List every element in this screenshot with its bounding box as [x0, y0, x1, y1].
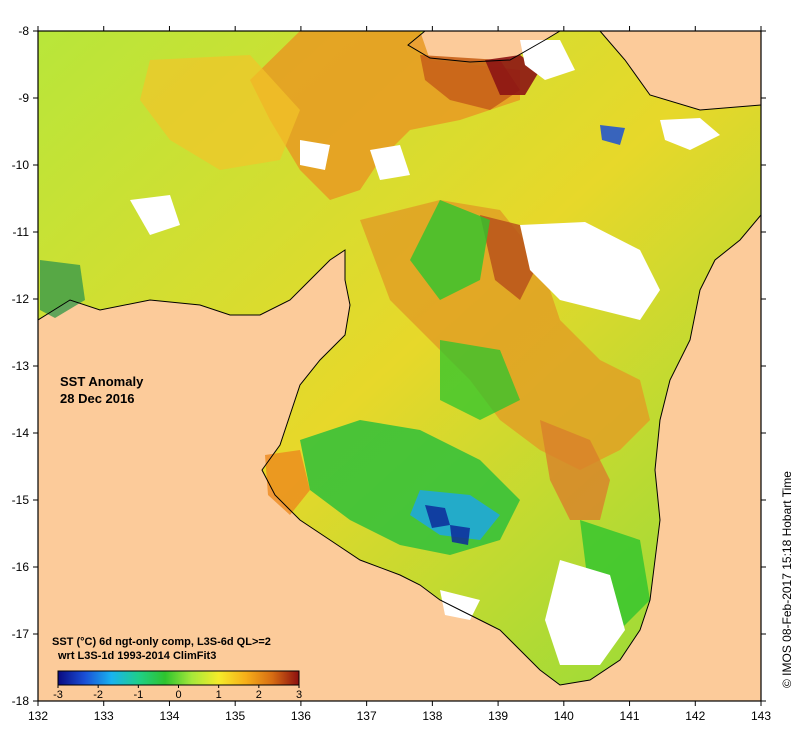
- latitude-tick-label: -11: [13, 225, 30, 239]
- latitude-tick-label: -10: [12, 158, 30, 172]
- longitude-tick-label: 132: [28, 709, 48, 723]
- latitude-tick-label: -14: [12, 426, 30, 440]
- warm-anomaly-patch: [265, 450, 310, 515]
- no-data-gap: [300, 140, 330, 170]
- latitude-tick-label: -18: [12, 694, 30, 708]
- cool-anomaly-patch: [40, 260, 85, 318]
- latitude-tick-label: -16: [12, 560, 30, 574]
- climatology-info: wrt L3S-1d 1993-2014 ClimFit3: [57, 650, 216, 662]
- coastline: [599, 31, 761, 111]
- warm-anomaly-patch: [140, 55, 300, 170]
- longitude-tick-label: 137: [357, 709, 377, 723]
- longitude-tick-label: 143: [751, 709, 771, 723]
- cool-anomaly-patch: [450, 525, 470, 545]
- warm-anomaly-patch: [540, 420, 610, 520]
- longitude-tick-label: 142: [685, 709, 705, 723]
- colorbar-tick-label: -2: [93, 689, 103, 701]
- no-data-gap: [660, 118, 720, 150]
- latitude-tick-label: -17: [12, 627, 30, 641]
- longitude-tick-label: 136: [291, 709, 311, 723]
- no-data-gap: [545, 560, 625, 665]
- coastline: [407, 31, 561, 63]
- no-data-gap: [130, 195, 180, 235]
- cool-anomaly-patch: [425, 505, 450, 528]
- longitude-tick-label: 135: [225, 709, 245, 723]
- longitude-tick-label: 133: [94, 709, 114, 723]
- longitude-tick-label: 139: [488, 709, 508, 723]
- longitude-tick-label: 138: [422, 709, 442, 723]
- latitude-tick-label: -8: [18, 24, 29, 38]
- latitude-tick-label: -12: [12, 292, 30, 306]
- colorbar-tick-label: 2: [256, 689, 262, 701]
- colorbar-tick-label: 0: [175, 689, 181, 701]
- cool-anomaly-patch: [410, 200, 490, 300]
- map-date: 28 Dec 2016: [60, 391, 134, 406]
- latitude-tick-label: -15: [12, 493, 30, 507]
- no-data-gap: [370, 145, 410, 180]
- cool-anomaly-patch: [440, 340, 520, 420]
- no-data-gap: [520, 222, 660, 320]
- latitude-tick-label: -13: [12, 359, 30, 373]
- longitude-axis: 132 133 134 135 136 137 138 139 140 141 142 143: [28, 26, 771, 723]
- map-title: SST Anomaly: [60, 374, 144, 389]
- cool-anomaly-patch: [600, 125, 625, 145]
- colorbar-tick-label: 3: [296, 689, 302, 701]
- coastline: [38, 214, 761, 686]
- no-data-gap: [520, 40, 575, 80]
- credit-text: © IMOS 08-Feb-2017 15:18 Hobart Time: [780, 471, 794, 688]
- warm-anomaly-patch: [480, 215, 535, 300]
- longitude-tick-label: 140: [554, 709, 574, 723]
- latitude-axis: -8-9-10-11-12-13-14-15-16-17-18: [12, 24, 766, 708]
- longitude-tick-label: 141: [620, 709, 640, 723]
- colorbar-tick-label: -1: [133, 689, 143, 701]
- colorbar: [57, 670, 300, 686]
- colorbar-tick-label: 1: [216, 689, 222, 701]
- product-info: SST (°C) 6d ngt-only comp, L3S-6d QL>=2: [52, 636, 271, 648]
- longitude-tick-label: 134: [159, 709, 179, 723]
- colorbar-labels: -3 -2 -1 0 1 2 3: [53, 685, 302, 701]
- no-data-gap: [440, 590, 480, 620]
- colorbar-tick-label: -3: [53, 689, 63, 701]
- latitude-tick-label: -9: [18, 91, 29, 105]
